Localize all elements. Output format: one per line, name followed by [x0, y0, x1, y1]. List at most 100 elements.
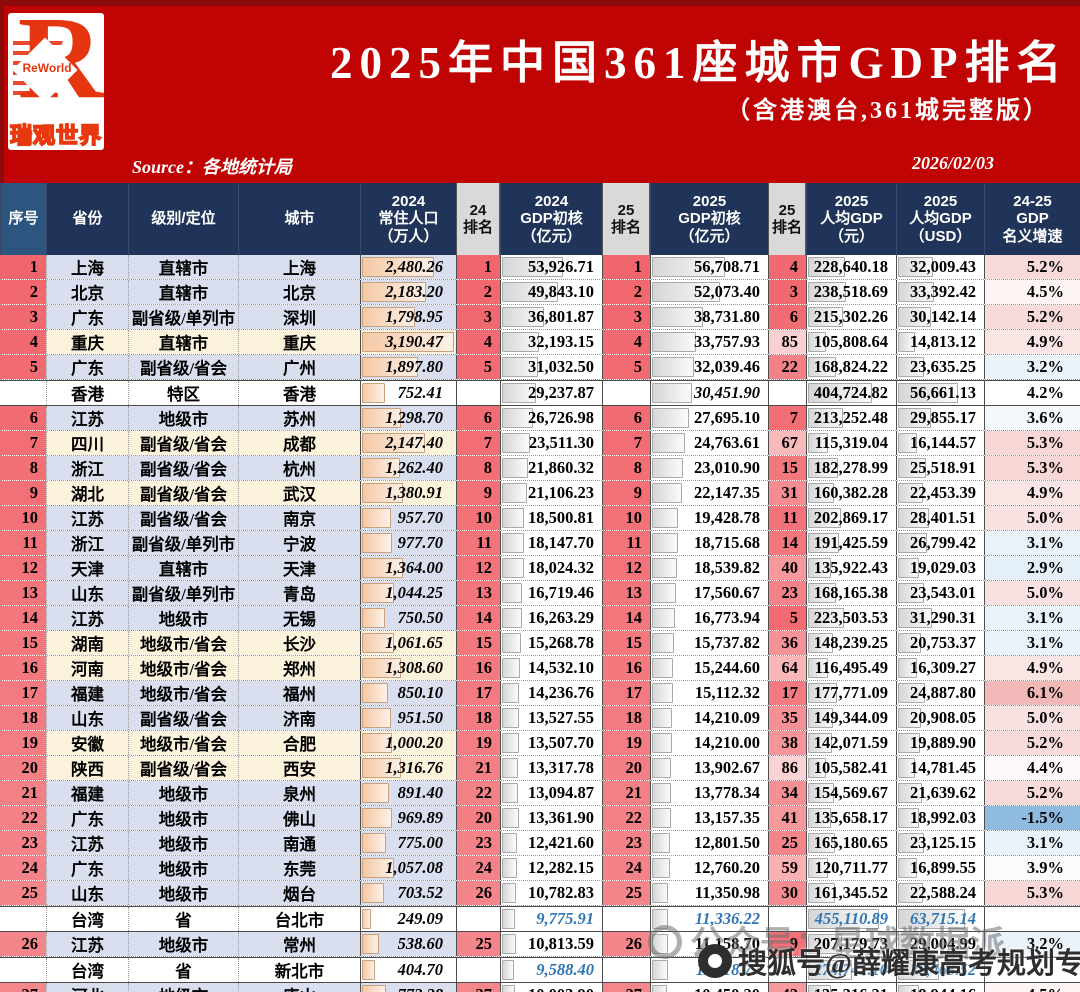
data-bar	[652, 508, 679, 528]
data-bar	[898, 608, 933, 628]
cell-pop: 2,147.40	[360, 431, 456, 455]
cell-growth: 3.1%	[984, 606, 1080, 630]
cell-gdp25: 18,715.68	[650, 531, 768, 555]
data-bar	[652, 658, 674, 678]
cell-no: 4	[0, 330, 46, 354]
cell-r25: 14	[602, 606, 650, 630]
data-bar	[502, 960, 515, 980]
table-row: 15 湖南 地级市/省会 长沙 1,061.65 15 15,268.78 15 15,737.…	[0, 631, 1080, 656]
column-header-city: 城市	[238, 183, 360, 255]
cell-city: 青岛	[238, 581, 360, 605]
cell-r25: 26	[602, 932, 650, 956]
table-row: 19 安徽 地级市/省会 合肥 1,000.20 19 13,507.70 19 14,210.…	[0, 731, 1080, 756]
data-bar	[652, 558, 678, 578]
cell-pop: 775.00	[360, 831, 456, 855]
cell-gdp25: 14,210.00	[650, 731, 768, 755]
cell-r24: 3	[456, 305, 500, 329]
cell-no	[0, 958, 46, 982]
cell-no: 24	[0, 856, 46, 880]
cell-growth: 3.1%	[984, 831, 1080, 855]
cell-r25: 15	[602, 631, 650, 655]
cell-r24: 7	[456, 431, 500, 455]
cell-level: 地级市	[128, 983, 238, 992]
data-bar	[652, 808, 671, 828]
cell-r24: 18	[456, 706, 500, 730]
cell-level: 地级市/省会	[128, 731, 238, 755]
data-bar	[362, 883, 384, 903]
cell-pop: 1,364.00	[360, 556, 456, 580]
cell-no: 18	[0, 706, 46, 730]
cell-r24: 1	[456, 255, 500, 279]
cell-pc_usd: 20,908.05	[896, 706, 984, 730]
table-body: 1 上海 直辖市 上海 2,480.26 1 53,926.71 1 56,708.71 4 228…	[0, 255, 1080, 992]
cell-r25: 19	[602, 731, 650, 755]
cell-pc_cny: 177,771.09	[806, 681, 896, 705]
cell-pc_usd: 25,518.91	[896, 456, 984, 480]
cell-pc_cny: 455,110.89	[806, 907, 896, 931]
data-bar	[808, 483, 835, 503]
data-bar	[502, 985, 515, 992]
data-bar	[362, 783, 390, 803]
cell-rpc	[768, 907, 806, 931]
cell-level: 地级市	[128, 881, 238, 905]
date-label: 2026/02/03	[911, 153, 994, 173]
cell-rpc	[768, 958, 806, 982]
data-bar	[898, 332, 916, 352]
cell-city: 成都	[238, 431, 360, 455]
cell-rpc: 11	[768, 506, 806, 530]
cell-r24: 17	[456, 681, 500, 705]
cell-pc_usd: 23,635.25	[896, 355, 984, 379]
watermark-gray: 公众号：星球数据派	[648, 916, 1005, 967]
data-bar	[898, 383, 958, 403]
cell-gdp25: 30,451.90	[650, 381, 768, 405]
cell-r25: 4	[602, 330, 650, 354]
data-bar	[652, 533, 678, 553]
cell-level: 直辖市	[128, 280, 238, 304]
data-bar	[362, 458, 400, 478]
cell-province: 浙江	[46, 456, 128, 480]
data-bar	[808, 758, 827, 778]
data-bar	[502, 583, 523, 603]
cell-rpc: 7	[768, 406, 806, 430]
cell-pc_usd: 28,401.51	[896, 506, 984, 530]
data-bar	[652, 458, 683, 478]
cell-level: 特区	[128, 381, 238, 405]
cell-city: 西安	[238, 756, 360, 780]
data-bar	[898, 758, 916, 778]
cell-pc_cny: 148,239.25	[806, 631, 896, 655]
cell-level: 地级市/省会	[128, 631, 238, 655]
cell-gdp25: 38,731.80	[650, 305, 768, 329]
column-header-pc_cny: 2025 人均GDP （元）	[806, 183, 896, 255]
cell-pop: 1,044.25	[360, 581, 456, 605]
cell-pc_usd: 26,799.42	[896, 531, 984, 555]
cell-pc_usd: 63,715.14	[896, 907, 984, 931]
cell-growth: 5.3%	[984, 431, 1080, 455]
cell-city: 无锡	[238, 606, 360, 630]
cell-growth: 4.9%	[984, 330, 1080, 354]
data-bar	[808, 733, 832, 753]
cell-rpc: 17	[768, 681, 806, 705]
data-bar	[502, 909, 515, 929]
data-bar	[808, 658, 828, 678]
cell-rpc: 6	[768, 305, 806, 329]
cell-r25: 20	[602, 756, 650, 780]
cell-pop: 1,316.76	[360, 756, 456, 780]
data-bar	[652, 960, 668, 980]
cell-r24: 23	[456, 831, 500, 855]
cell-rpc: 31	[768, 481, 806, 505]
cell-gdp25: 15,244.60	[650, 656, 768, 680]
cell-province: 湖北	[46, 481, 128, 505]
cell-pop: 850.10	[360, 681, 456, 705]
cell-level: 地级市	[128, 606, 238, 630]
cell-pc_cny: 135,922.43	[806, 556, 896, 580]
cell-r25: 27	[602, 983, 650, 992]
table-row: 25 山东 地级市 烟台 703.52 26 10,782.83 25 11,350.98 30 1…	[0, 881, 1080, 906]
data-bar	[502, 683, 520, 703]
cell-no: 17	[0, 681, 46, 705]
data-bar	[808, 408, 843, 428]
cell-no: 10	[0, 506, 46, 530]
cell-province: 福建	[46, 781, 128, 805]
cell-gdp24: 29,237.87	[500, 381, 602, 405]
cell-city: 苏州	[238, 406, 360, 430]
cell-r25: 3	[602, 305, 650, 329]
